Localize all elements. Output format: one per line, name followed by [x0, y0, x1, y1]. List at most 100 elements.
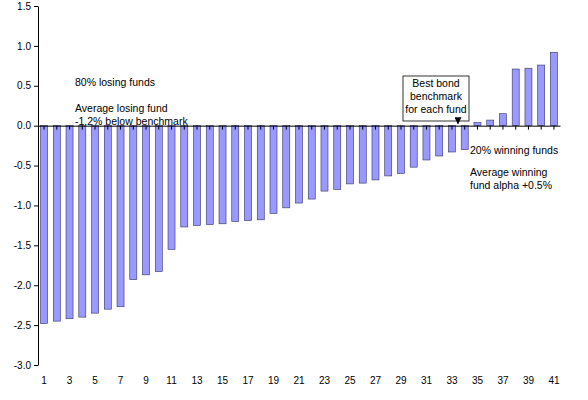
chart-container: 1.51.00.50.0-0.5-1.0-1.5-2.0-2.5-3.01357… — [0, 0, 588, 400]
bar — [436, 126, 443, 156]
annotation-text: -1.2% below benchmark — [75, 115, 188, 127]
bar — [270, 126, 277, 214]
bar — [155, 126, 162, 272]
bar — [117, 126, 124, 307]
x-tick-mark — [388, 126, 389, 130]
bar — [397, 126, 404, 174]
x-tick: 17 — [242, 126, 254, 386]
x-tick-mark — [528, 126, 529, 130]
bar — [104, 126, 111, 309]
bar — [206, 126, 213, 225]
x-tick: 35 — [472, 126, 484, 386]
annotation-text: fund alpha +0.5% — [470, 179, 552, 191]
bar — [499, 114, 506, 126]
x-tick: 27 — [370, 126, 382, 386]
x-tick-label: 41 — [548, 375, 560, 386]
x-tick: 33 — [446, 126, 458, 386]
bar — [423, 126, 430, 160]
y-tick-label: -3.0 — [14, 360, 32, 371]
x-tick: 9 — [143, 126, 149, 386]
x-tick-mark — [324, 126, 325, 130]
bar — [92, 126, 99, 313]
x-tick — [311, 126, 312, 130]
bar — [295, 126, 302, 203]
y-tick-label: -0.5 — [14, 160, 32, 171]
x-tick: 37 — [497, 126, 509, 386]
x-tick-mark — [44, 126, 45, 130]
x-tick: 25 — [344, 126, 356, 386]
bar — [79, 126, 86, 317]
y-tick: -1.5 — [14, 240, 38, 251]
x-tick-label: 35 — [472, 375, 484, 386]
x-tick-mark — [502, 126, 503, 130]
bar — [512, 69, 519, 126]
x-tick-mark — [299, 126, 300, 130]
x-tick — [439, 126, 440, 130]
bars — [41, 52, 558, 323]
x-tick: 19 — [268, 126, 280, 386]
y-tick: -0.5 — [14, 160, 38, 171]
bar — [321, 126, 328, 191]
y-tick: 0.5 — [17, 80, 38, 91]
x-tick-mark — [515, 126, 516, 130]
annotation-arrow — [458, 121, 459, 124]
y-tick-mark — [34, 205, 38, 206]
x-tick — [235, 126, 236, 130]
x-tick-label: 3 — [67, 375, 73, 386]
x-tick-mark — [311, 126, 312, 130]
bar — [181, 126, 188, 227]
bar — [474, 122, 481, 125]
x-tick — [541, 126, 542, 130]
x-tick-mark — [209, 126, 210, 130]
x-tick: 7 — [118, 126, 124, 386]
bar — [308, 126, 315, 199]
annotation-text: Best bond — [412, 77, 459, 89]
x-tick-mark — [235, 126, 236, 130]
bar — [359, 126, 366, 183]
bar — [66, 126, 73, 319]
y-tick: -2.0 — [14, 280, 38, 291]
x-tick-label: 31 — [421, 375, 433, 386]
bar — [257, 126, 264, 220]
x-tick-label: 29 — [395, 375, 407, 386]
y-tick-mark — [34, 46, 38, 47]
annotation-text: Average winning — [470, 166, 548, 178]
x-tick-mark — [56, 126, 57, 130]
bar — [550, 52, 557, 125]
y-tick-label: 1.0 — [17, 41, 31, 52]
x-axis: 1357911131517192123252729313335373941 — [39, 126, 561, 386]
annotation: Average losing fund-1.2% below benchmark — [75, 102, 188, 127]
bar — [538, 65, 545, 126]
y-tick-mark — [34, 245, 38, 246]
x-tick — [464, 126, 465, 130]
annotation: Average winningfund alpha +0.5% — [470, 166, 552, 191]
x-tick — [337, 126, 338, 130]
x-tick — [260, 126, 261, 130]
bar — [448, 126, 455, 152]
bar — [525, 68, 532, 125]
x-tick-mark — [439, 126, 440, 130]
y-tick-label: 0.5 — [17, 80, 31, 91]
y-axis: 1.51.00.50.0-0.5-1.0-1.5-2.0-2.5-3.0 — [14, 1, 39, 371]
x-tick: 21 — [293, 126, 305, 386]
x-tick-mark — [337, 126, 338, 130]
y-tick-mark — [34, 325, 38, 326]
x-tick-mark — [413, 126, 414, 130]
annotations: 80% losing fundsAverage losing fund-1.2%… — [75, 76, 558, 191]
y-tick-label: -1.0 — [14, 200, 32, 211]
bar — [232, 126, 239, 222]
bar — [194, 126, 201, 226]
y-tick: -2.5 — [14, 320, 38, 331]
y-tick-label: -2.5 — [14, 320, 32, 331]
x-tick-label: 1 — [41, 375, 47, 386]
y-tick-label: -1.5 — [14, 240, 32, 251]
x-tick: 31 — [421, 126, 433, 386]
y-tick-mark — [34, 285, 38, 286]
x-tick-mark — [451, 126, 452, 130]
bar — [143, 126, 150, 275]
y-tick-mark — [34, 365, 38, 366]
x-tick — [286, 126, 287, 130]
bar — [219, 126, 226, 224]
y-tick-mark — [34, 166, 38, 167]
x-tick-label: 13 — [191, 375, 203, 386]
